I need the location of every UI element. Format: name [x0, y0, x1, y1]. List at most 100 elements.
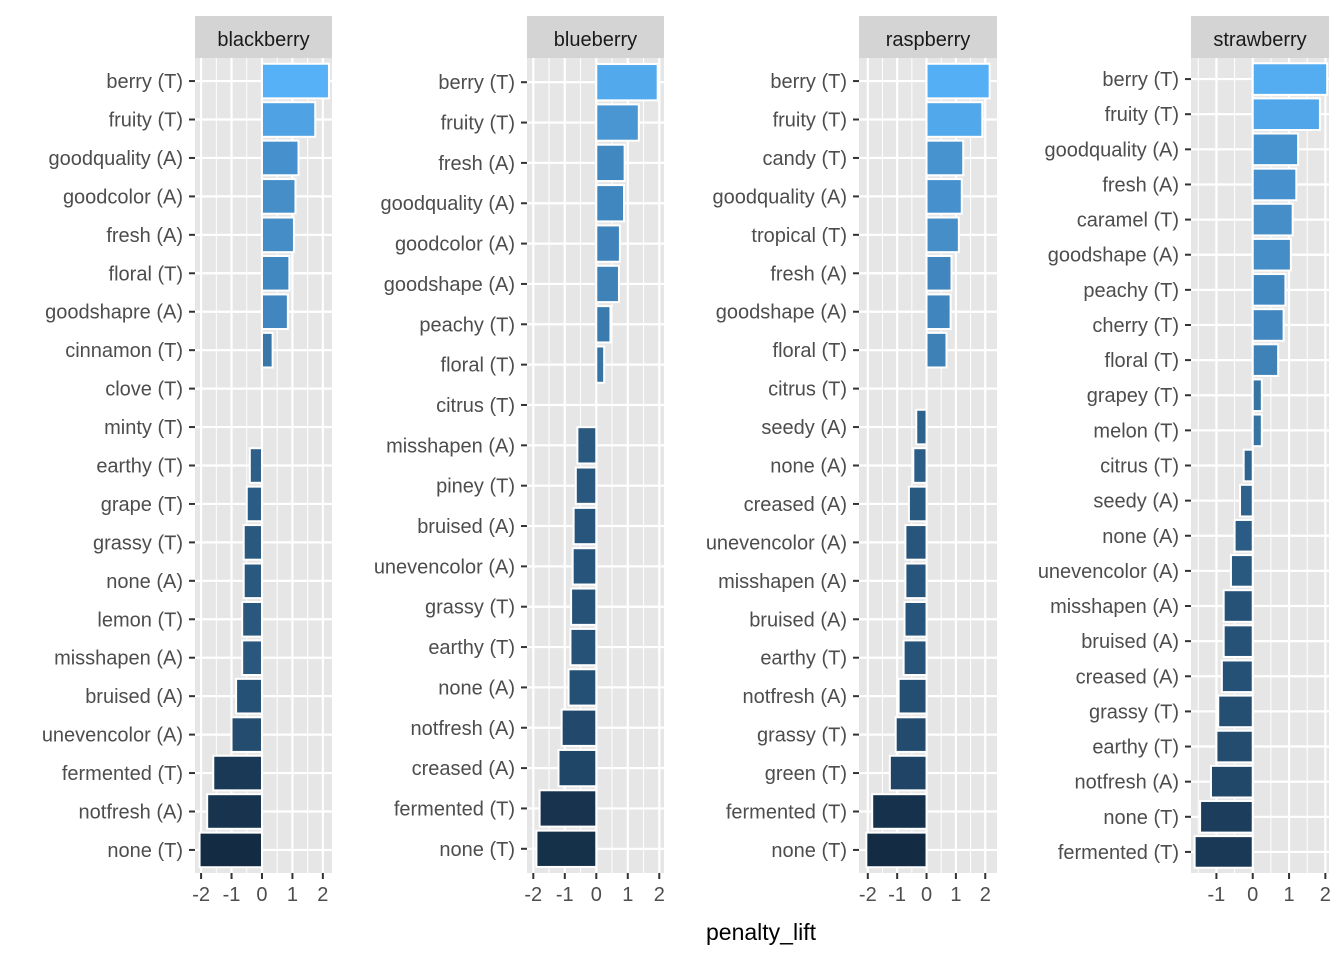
category-label: earthy (T): [96, 456, 183, 478]
bar: [576, 426, 598, 465]
category-label: fresh (A): [438, 153, 515, 175]
bar: [904, 562, 928, 600]
bar: [572, 506, 598, 546]
bar: [1222, 589, 1254, 623]
category-label: floral (T): [773, 340, 847, 362]
bar: [230, 716, 263, 753]
category-label: fermented (T): [62, 763, 183, 785]
category-label: cinnamon (T): [65, 340, 183, 362]
bar: [1209, 764, 1254, 799]
x-tick-label: 1: [1283, 884, 1294, 906]
category-label: unevencolor (A): [42, 725, 183, 747]
category-label: citrus (T): [768, 379, 847, 401]
bar: [260, 216, 295, 254]
category-label: unevencolor (A): [374, 556, 515, 578]
x-tick-label: 0: [256, 884, 267, 906]
bar: [1242, 448, 1254, 483]
bar: [1251, 413, 1263, 448]
bar: [557, 748, 598, 788]
category-label: fresh (A): [106, 225, 183, 247]
category-label: berry (T): [1102, 69, 1179, 91]
bar: [595, 224, 621, 263]
category-label: goodquality (A): [712, 186, 847, 208]
category-label: fruity (T): [441, 113, 515, 135]
category-label: goodshape (A): [716, 302, 847, 324]
category-label: melon (T): [1093, 420, 1179, 442]
bar: [925, 62, 991, 100]
category-label: unevencolor (A): [706, 532, 847, 554]
category-label: fruity (T): [1105, 104, 1179, 126]
x-tick-label: 1: [950, 884, 961, 906]
category-label: grape (T): [101, 494, 183, 516]
x-tick-label: 0: [1247, 884, 1258, 906]
bar: [1233, 518, 1254, 553]
bar: [235, 677, 263, 715]
category-label: citrus (T): [1100, 456, 1179, 478]
category-label: goodquality (A): [48, 148, 183, 170]
category-label: notfresh (A): [411, 718, 515, 740]
x-tick-label: 2: [317, 884, 328, 906]
bar: [212, 754, 263, 792]
bar: [915, 408, 928, 446]
bar: [198, 831, 263, 869]
bar: [894, 716, 928, 753]
category-label: goodcolor (A): [395, 234, 515, 256]
bar: [1251, 343, 1280, 377]
category-label: goodshape (A): [384, 274, 515, 296]
x-tick-label: -1: [223, 884, 241, 906]
category-label: none (A): [106, 571, 183, 593]
bar: [903, 600, 928, 638]
bar: [1251, 308, 1285, 342]
bar: [260, 178, 297, 215]
bar: [595, 345, 606, 384]
x-tick-label: -2: [192, 884, 210, 906]
category-label: misshapen (A): [54, 648, 183, 670]
bar: [1239, 483, 1254, 518]
bar: [1217, 694, 1254, 729]
category-label: none (T): [1103, 807, 1179, 829]
bar: [242, 562, 263, 600]
category-label: berry (T): [438, 72, 515, 94]
x-tick-label: 2: [980, 884, 991, 906]
bar: [242, 524, 263, 561]
category-label: creased (A): [1076, 666, 1179, 688]
category-label: clove (T): [105, 379, 183, 401]
bar: [925, 331, 948, 369]
category-label: candy (T): [763, 148, 847, 170]
bar: [925, 178, 963, 215]
panel-raspberry: raspberry berry (T) fruity (T) candy (T) goo…: [706, 16, 997, 906]
x-tick-label: -1: [556, 884, 574, 906]
bar: [595, 264, 620, 304]
strip-bg: [527, 16, 664, 58]
category-label: bruised (A): [417, 516, 515, 538]
bar: [888, 754, 928, 792]
x-tick-label: -1: [888, 884, 906, 906]
bar: [897, 677, 928, 715]
bar: [569, 627, 598, 667]
category-label: grassy (T): [1089, 701, 1179, 723]
x-tick-label: 0: [921, 884, 932, 906]
category-label: misshapen (A): [718, 571, 847, 593]
strip-bg: [859, 16, 997, 58]
category-label: grassy (T): [93, 532, 183, 554]
bar: [595, 143, 626, 183]
category-label: citrus (T): [436, 395, 515, 417]
category-label: floral (T): [1105, 350, 1179, 372]
bar: [1220, 659, 1254, 694]
panel-title: blueberry: [554, 29, 637, 51]
category-label: grapey (T): [1087, 385, 1179, 407]
bar: [1251, 202, 1294, 237]
bar: [1215, 729, 1254, 764]
category-label: notfresh (A): [1075, 772, 1179, 794]
x-tick-label: -1: [1208, 884, 1226, 906]
x-tick-label: -2: [524, 884, 542, 906]
bar: [595, 63, 659, 102]
panel-blueberry: blueberry berry (T) fruity (T) fresh (A) goo…: [374, 16, 665, 906]
category-label: berry (T): [106, 71, 183, 93]
category-label: floral (T): [109, 263, 183, 285]
bar: [925, 101, 984, 138]
category-label: berry (T): [770, 71, 847, 93]
category-label: peachy (T): [1083, 280, 1179, 302]
category-label: fruity (T): [109, 110, 183, 132]
